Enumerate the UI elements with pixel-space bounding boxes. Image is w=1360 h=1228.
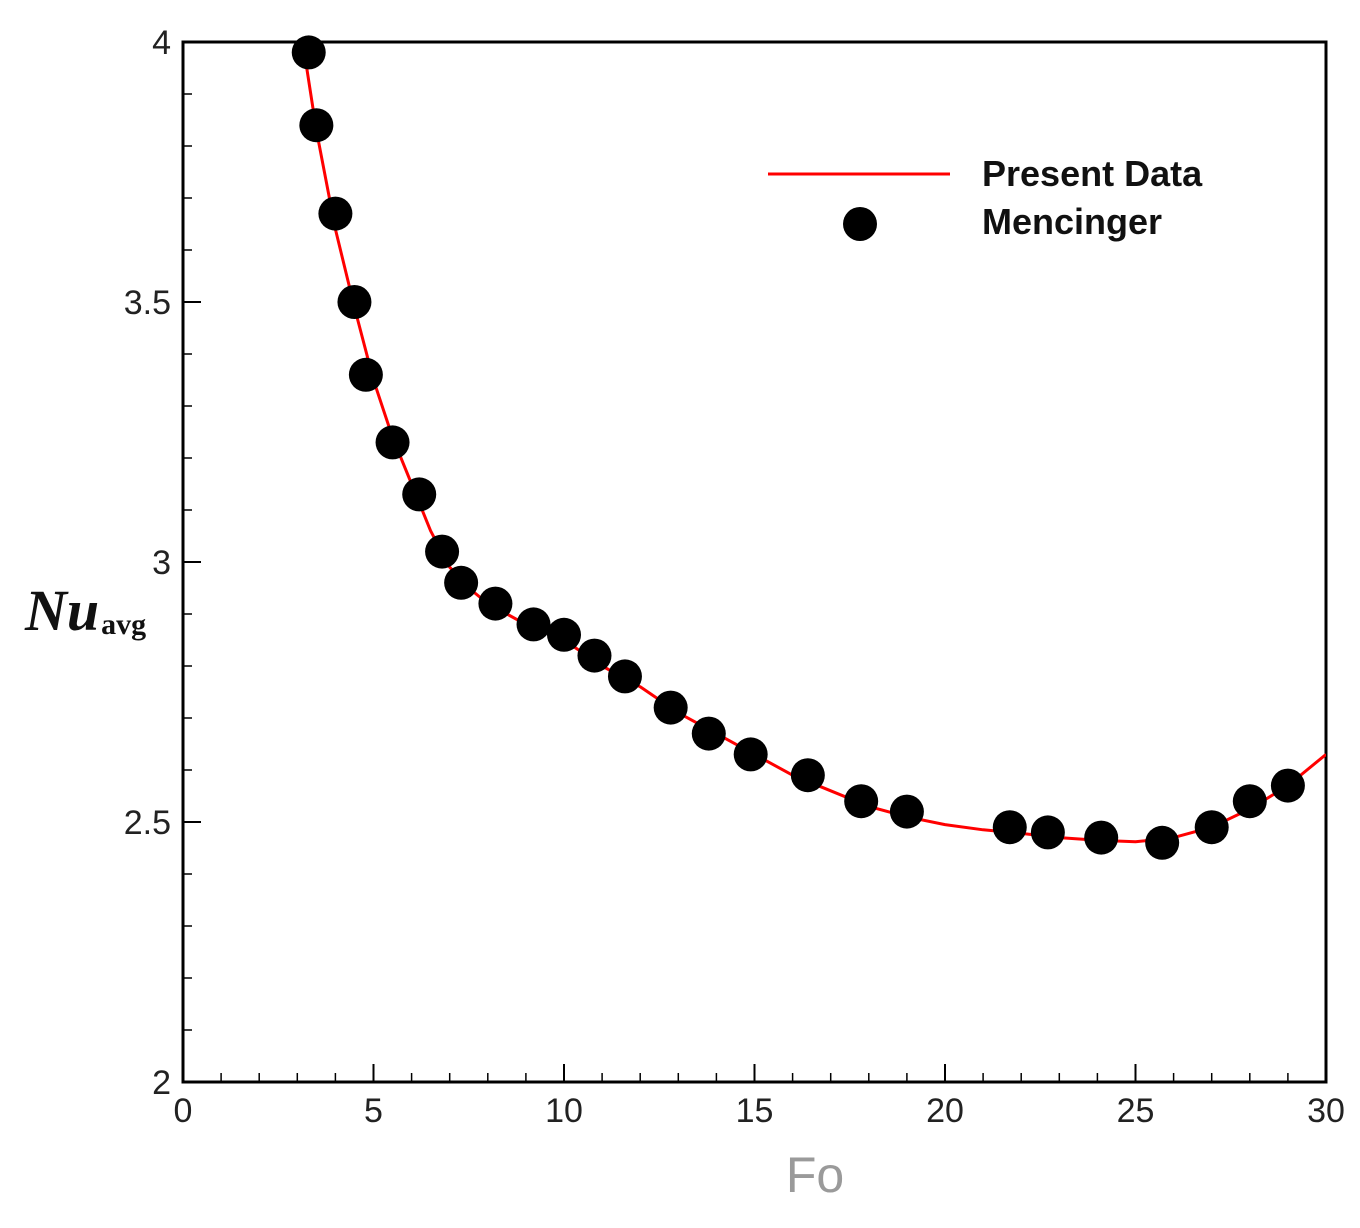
data-point-mencinger: [653, 690, 688, 725]
x-tick-label: 20: [926, 1092, 964, 1130]
legend-label-present-data: Present Data: [982, 153, 1203, 194]
data-point-mencinger: [607, 659, 642, 694]
data-point-mencinger: [577, 638, 612, 673]
data-point-mencinger: [1270, 768, 1305, 803]
x-tick-label: 0: [174, 1092, 193, 1130]
data-point-mencinger: [1030, 815, 1065, 850]
y-tick-label: 2: [152, 1064, 171, 1102]
x-tick-label: 15: [736, 1092, 774, 1130]
legend-marker-swatch: [843, 207, 877, 241]
y-axis-label-main: Nu: [24, 578, 99, 643]
data-point-mencinger: [299, 108, 334, 143]
data-point-mencinger: [444, 565, 479, 600]
y-tick-label: 2.5: [124, 804, 171, 842]
data-point-mencinger: [516, 607, 551, 642]
legend-label-mencinger: Mencinger: [982, 201, 1162, 242]
data-point-mencinger: [425, 534, 460, 569]
data-point-mencinger: [1194, 810, 1229, 845]
data-point-mencinger: [402, 477, 437, 512]
plot-frame: [181, 40, 1328, 1084]
data-point-mencinger: [1232, 784, 1267, 819]
x-tick-label: 25: [1117, 1092, 1155, 1130]
data-point-mencinger: [889, 794, 924, 829]
data-point-mencinger: [348, 357, 383, 392]
data-point-mencinger: [790, 758, 825, 793]
axis-labels: Fo Nuavg: [24, 578, 844, 1203]
data-point-mencinger: [1084, 820, 1119, 855]
x-tick-label: 10: [545, 1092, 583, 1130]
x-tick-label: 30: [1307, 1092, 1345, 1130]
axes: 0 5 10 15 20 25 30 2 2.5 3 3.5 4: [124, 24, 1345, 1130]
y-tick-label: 3.5: [124, 284, 171, 322]
y-tick-label: 3: [152, 544, 171, 582]
legend: Present Data Mencinger: [768, 153, 1203, 242]
data-point-mencinger: [291, 35, 326, 70]
y-tick-label: 4: [152, 24, 171, 62]
data-point-mencinger: [1145, 825, 1180, 860]
data-point-mencinger: [992, 810, 1027, 845]
plot-area: [291, 35, 1326, 860]
data-point-mencinger: [478, 586, 513, 621]
data-point-mencinger: [733, 737, 768, 772]
data-point-mencinger: [337, 285, 372, 319]
data-point-mencinger: [318, 196, 353, 231]
data-point-mencinger: [547, 617, 581, 652]
data-point-mencinger: [844, 784, 879, 819]
x-axis-label: Fo: [786, 1147, 844, 1203]
y-axis-label: Nuavg: [24, 578, 146, 643]
data-point-mencinger: [375, 425, 410, 460]
data-point-mencinger: [691, 716, 726, 751]
x-tick-label: 5: [364, 1092, 383, 1130]
y-axis-label-subscript: avg: [101, 608, 146, 641]
